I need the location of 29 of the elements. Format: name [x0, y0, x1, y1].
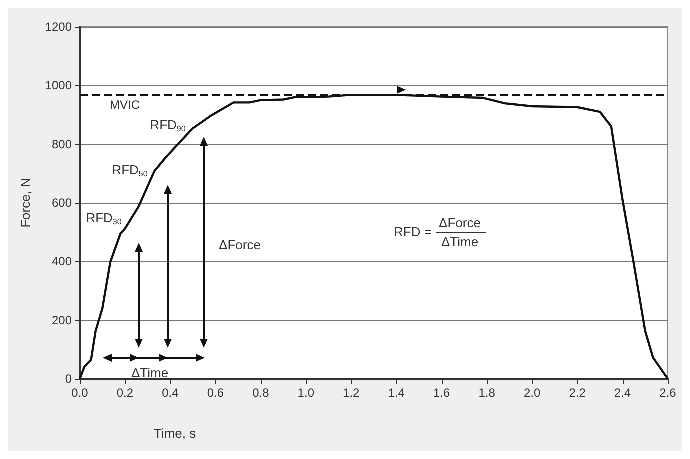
annotation: RFD =	[394, 224, 432, 240]
annotation: ΔTime	[131, 366, 169, 380]
y-tick-label: 400	[52, 254, 72, 269]
annotation: ΔForce	[219, 238, 261, 252]
y-tick-label: 600	[52, 196, 72, 210]
x-tick-label: 2.4	[614, 386, 632, 400]
x-tick-label: 0.6	[207, 386, 224, 400]
x-tick-label: 0.0	[72, 386, 89, 400]
x-tick-label: 2.0	[524, 386, 541, 400]
x-tick-label: 0.8	[252, 386, 270, 400]
y-tick-label: 800	[52, 137, 72, 152]
x-tick-label: 1.8	[478, 386, 496, 400]
annotation: ΔForce	[439, 216, 481, 230]
annotation: ΔTime	[441, 234, 479, 250]
x-tick-label: 1.4	[388, 386, 406, 400]
x-tick-label: 2.6	[660, 386, 677, 400]
x-tick-label: 2.2	[569, 386, 586, 400]
x-tick-label: 1.6	[434, 386, 451, 400]
y-tick-label: 200	[52, 313, 72, 328]
y-axis-title: Force, N	[18, 178, 33, 228]
y-tick-label: 0	[65, 372, 72, 386]
y-tick-label: 1000	[45, 78, 72, 93]
x-tick-label: 0.4	[162, 386, 180, 400]
x-tick-label: 1.2	[343, 386, 360, 400]
x-tick-label: 0.2	[116, 386, 134, 400]
x-tick-label: 1.0	[298, 386, 315, 400]
x-axis-title: Time, s	[154, 426, 197, 441]
ref-line-label: MVIC	[110, 98, 140, 112]
y-tick-label: 1200	[45, 20, 72, 34]
